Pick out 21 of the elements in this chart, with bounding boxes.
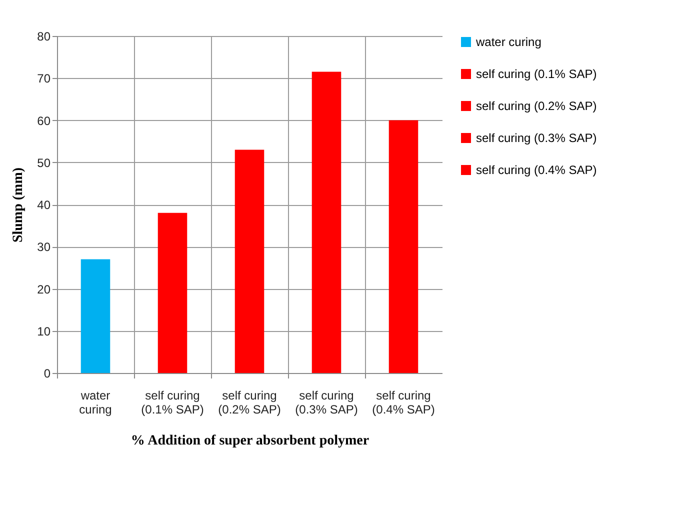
legend-label: self curing (0.2% SAP) [476, 99, 597, 113]
y-tick-label: 20 [37, 282, 51, 296]
y-tick-label: 0 [44, 366, 51, 380]
y-tick-label: 60 [37, 114, 51, 128]
y-tick-label: 30 [37, 240, 51, 254]
x-tick-label: self curing (0.1% SAP) [141, 388, 204, 416]
x-tick-label: self curing (0.3% SAP) [295, 388, 358, 416]
x-tick-label: water curing [79, 388, 112, 416]
legend-label: self curing (0.4% SAP) [476, 163, 597, 177]
y-tick-label: 40 [37, 198, 51, 212]
x-tick-label: self curing (0.2% SAP) [218, 388, 281, 416]
legend-label: self curing (0.3% SAP) [476, 131, 597, 145]
x-axis-title: % Addition of super absorbent polymer [130, 434, 370, 448]
y-tick-label: 80 [37, 30, 51, 44]
legend-label: self curing (0.1% SAP) [476, 67, 597, 81]
y-axis-title: Slump (mm) [11, 167, 26, 243]
y-tick-label: 50 [37, 156, 51, 170]
y-tick-label: 70 [37, 72, 51, 86]
x-tick-label: self curing (0.4% SAP) [372, 388, 435, 416]
y-tick-label: 10 [37, 324, 51, 338]
legend-label: water curing [475, 35, 542, 49]
